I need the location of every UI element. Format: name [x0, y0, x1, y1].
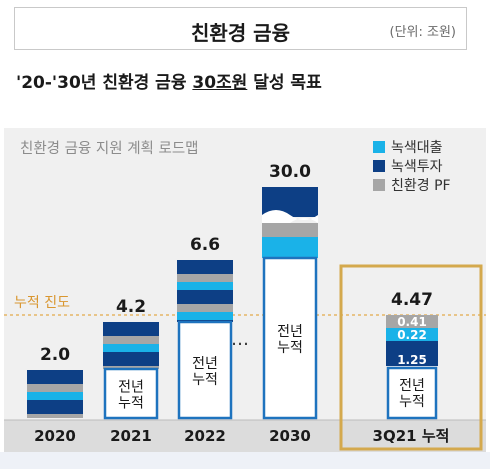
- current-segment-label: 0.22: [397, 328, 427, 342]
- bar-segment: [27, 370, 83, 384]
- subtitle-suffix: 달성 목표: [247, 73, 322, 93]
- bar-segment: [103, 336, 159, 344]
- subtitle-prefix: '20-'30년 친환경 금융: [16, 73, 193, 93]
- category-labels: 2020 2021 2022 2030 3Q21 누적: [34, 427, 449, 445]
- bar-segment: [177, 290, 233, 304]
- current-category-label: 3Q21 누적: [373, 427, 450, 445]
- bar-segment: [177, 312, 233, 320]
- previous-cumulative-box: [262, 256, 318, 420]
- bar-total-label: 2.0: [40, 345, 70, 365]
- bar-segment: [177, 260, 233, 274]
- bar-segment: [177, 274, 233, 282]
- chart-title: 친환경 금융 지원 계획 로드맵: [20, 140, 199, 157]
- bar-segment: [103, 322, 159, 336]
- current-segment-label: 1.25: [397, 353, 427, 367]
- category-label: 2020: [34, 427, 76, 445]
- bar-total-label: 4.2: [116, 297, 146, 317]
- bar-segment: [103, 366, 159, 369]
- current-total-label: 4.47: [391, 290, 433, 310]
- bar-segment: [103, 352, 159, 366]
- previous-cumulative-label: 누적: [399, 394, 425, 410]
- legend-label: 녹색대출: [391, 140, 443, 156]
- previous-cumulative-box: [386, 366, 438, 420]
- previous-cumulative-box: [177, 320, 233, 420]
- category-label: 2022: [184, 427, 226, 445]
- bar-segment: [177, 282, 233, 290]
- previous-cumulative-label: 전년: [277, 324, 303, 340]
- bar-segment: [262, 237, 318, 258]
- bar-segment: [262, 223, 318, 237]
- bar-total-label: 30.0: [269, 162, 311, 182]
- subtitle-highlight: 30조원: [192, 73, 248, 93]
- legend-swatch: [373, 160, 385, 172]
- previous-cumulative-label: 누적: [277, 340, 303, 356]
- current-panel-frame: [339, 264, 483, 451]
- current-segment: [386, 315, 438, 328]
- legend-label: 친환경 PF: [391, 178, 451, 194]
- previous-cumulative-label: 누적: [192, 372, 218, 388]
- bar-segment: [27, 384, 83, 392]
- category-label: 2030: [269, 427, 311, 445]
- current-segment: [386, 328, 438, 341]
- legend-label: 녹색투자: [391, 159, 443, 175]
- progress-line-label: 누적 진도: [14, 295, 70, 311]
- header-box: 친환경 금융 (단위: 조원): [14, 7, 467, 50]
- footer-strip: [0, 452, 490, 469]
- bar-total-label: 6.6: [190, 235, 220, 255]
- category-label: 2021: [110, 427, 152, 445]
- bar-segment: [103, 344, 159, 352]
- legend-swatch: [373, 141, 385, 153]
- bar-segment: [27, 392, 83, 400]
- bar-segment: [177, 304, 233, 312]
- page-title: 친환경 금융: [191, 21, 290, 45]
- current-segment: [386, 341, 438, 366]
- previous-cumulative-label: 전년: [399, 378, 425, 394]
- unit-label: (단위: 조원): [389, 25, 457, 40]
- subtitle: '20-'30년 친환경 금융 30조원 달성 목표: [16, 68, 322, 93]
- current-segment-label: 0.41: [397, 315, 427, 329]
- previous-cumulative-label: 전년: [192, 356, 218, 372]
- previous-cumulative-box: [103, 367, 159, 420]
- previous-cumulative-label: 누적: [118, 396, 144, 412]
- ellipsis: …: [231, 329, 249, 350]
- bar-segment: [27, 400, 83, 414]
- axis-strip: [4, 420, 486, 452]
- bar-2020: 2.0: [27, 345, 83, 418]
- previous-cumulative-label: 전년: [118, 380, 144, 396]
- bar-segment: [27, 414, 83, 418]
- legend-swatch: [373, 179, 385, 191]
